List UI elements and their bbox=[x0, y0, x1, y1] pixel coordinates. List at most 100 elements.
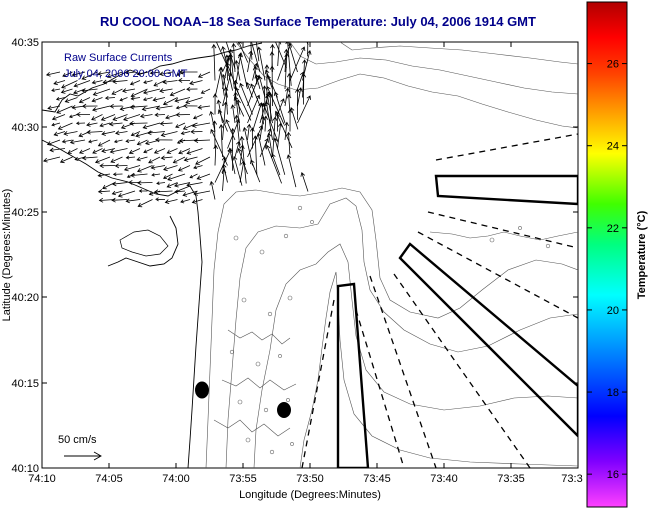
current-vector bbox=[286, 131, 292, 155]
current-vector bbox=[97, 189, 111, 194]
x-tick-label: 73:35 bbox=[497, 473, 525, 485]
current-vector bbox=[284, 121, 289, 141]
current-vector bbox=[136, 156, 148, 162]
current-vector bbox=[174, 189, 186, 194]
current-vector bbox=[215, 42, 229, 69]
current-vector bbox=[249, 127, 255, 149]
current-vector bbox=[129, 120, 148, 126]
current-vector bbox=[250, 159, 261, 183]
current-vector bbox=[164, 199, 178, 204]
current-vector bbox=[242, 126, 253, 166]
current-vector bbox=[47, 105, 61, 111]
current-vector bbox=[259, 137, 269, 158]
current-vector bbox=[178, 78, 191, 83]
current-vector bbox=[169, 88, 186, 97]
current-vector bbox=[250, 42, 253, 60]
current-vector bbox=[153, 148, 166, 154]
current-vector bbox=[159, 71, 173, 77]
current-vector bbox=[186, 86, 198, 92]
current-vector bbox=[142, 122, 161, 130]
current-vector bbox=[218, 66, 225, 96]
current-vector bbox=[143, 80, 153, 84]
current-vector bbox=[193, 138, 211, 143]
inset-label-line-1: Raw Surface Currents bbox=[64, 52, 173, 64]
current-vector bbox=[272, 116, 278, 157]
axis-ticks bbox=[41, 42, 578, 468]
x-tick-label: 74:05 bbox=[95, 473, 123, 485]
current-vector bbox=[172, 156, 186, 164]
current-vector bbox=[210, 128, 228, 166]
current-vector bbox=[284, 87, 290, 107]
current-vector bbox=[92, 88, 111, 96]
current-vector bbox=[277, 122, 283, 149]
x-axis-label: Longitude (Degrees:Minutes) bbox=[239, 489, 381, 501]
current-vector bbox=[135, 131, 153, 138]
current-vector bbox=[94, 156, 111, 164]
figure-title: RU COOL NOAA–18 Sea Surface Temperature:… bbox=[100, 14, 536, 29]
current-vector bbox=[287, 108, 293, 132]
current-vector bbox=[97, 172, 111, 178]
contour-fragments bbox=[229, 205, 551, 455]
current-vector bbox=[120, 122, 136, 130]
current-vector bbox=[209, 110, 216, 132]
current-vector bbox=[174, 97, 191, 103]
current-vector bbox=[136, 139, 148, 146]
current-vector bbox=[166, 148, 178, 154]
current-vector bbox=[138, 189, 148, 193]
current-vector bbox=[183, 156, 198, 162]
current-vector bbox=[61, 80, 78, 89]
current-vector bbox=[262, 102, 279, 143]
current-vector bbox=[264, 64, 270, 106]
current-vector bbox=[228, 53, 233, 76]
current-vector bbox=[238, 53, 248, 90]
current-vector bbox=[43, 156, 61, 163]
colorbar-tick-label: 24 bbox=[607, 141, 619, 153]
current-vector bbox=[92, 105, 111, 112]
current-vector bbox=[191, 122, 211, 128]
current-vector bbox=[167, 173, 186, 181]
current-vector bbox=[137, 180, 153, 186]
station-marker-1 bbox=[195, 381, 209, 399]
colorbar-tick-label: 18 bbox=[607, 387, 619, 399]
current-vector bbox=[246, 123, 252, 141]
current-vector bbox=[51, 114, 66, 121]
current-vector bbox=[117, 190, 136, 198]
current-vector bbox=[221, 45, 233, 91]
current-vector bbox=[297, 87, 303, 107]
current-vector bbox=[294, 88, 300, 120]
current-vector bbox=[130, 131, 141, 137]
current-vector bbox=[152, 97, 166, 102]
dashed-transect-lines bbox=[301, 133, 578, 468]
inset-label-line-2: July 04, 2006 20:00 GMT bbox=[64, 68, 188, 80]
sampling-zone-box-2 bbox=[398, 242, 578, 438]
current-vector bbox=[209, 180, 216, 200]
current-vector bbox=[225, 119, 236, 141]
current-vector bbox=[189, 80, 203, 86]
current-vector bbox=[200, 88, 211, 94]
current-vector bbox=[162, 79, 178, 85]
current-vector bbox=[130, 88, 148, 98]
current-vector bbox=[110, 156, 123, 163]
current-vector bbox=[155, 137, 173, 143]
temperature-colorbar: 26 24 22 20 18 16 Temperature (°C) bbox=[586, 1, 648, 508]
current-vector bbox=[81, 103, 98, 109]
current-vector bbox=[186, 148, 203, 155]
current-vector bbox=[125, 155, 136, 160]
current-vector bbox=[153, 189, 173, 195]
current-vector bbox=[91, 97, 103, 103]
current-vector bbox=[60, 88, 73, 94]
current-vector bbox=[119, 97, 128, 102]
current-vector bbox=[57, 122, 73, 130]
current-vector bbox=[289, 107, 299, 130]
current-vector bbox=[49, 147, 66, 153]
current-vector bbox=[259, 102, 265, 125]
current-vector bbox=[301, 73, 307, 105]
current-vector bbox=[81, 88, 98, 93]
current-vector bbox=[239, 82, 253, 115]
current-vector bbox=[106, 71, 123, 79]
current-vector bbox=[239, 135, 247, 184]
current-vector bbox=[190, 129, 203, 135]
current-vector bbox=[92, 148, 103, 154]
current-vector bbox=[163, 173, 173, 179]
current-vector bbox=[156, 181, 166, 185]
